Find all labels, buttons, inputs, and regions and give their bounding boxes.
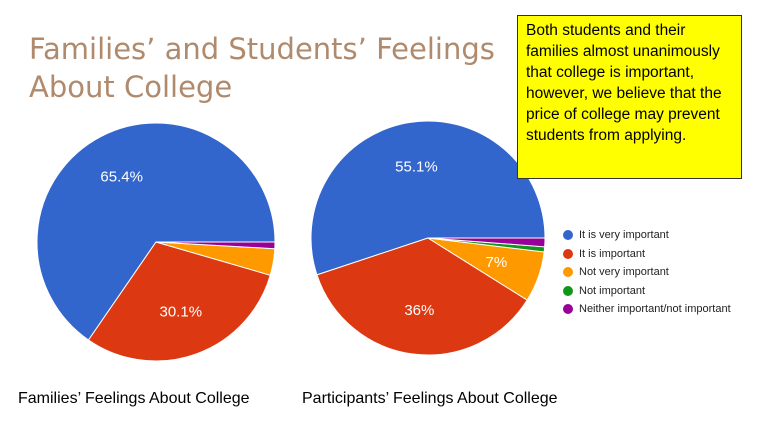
- legend-label: It is important: [579, 247, 646, 260]
- pie-slice-very-important: [36, 122, 276, 341]
- legend-item-very-important: It is very important: [563, 226, 731, 245]
- legend-label: Neither important/not important: [579, 303, 731, 316]
- pie-data-label: 7%: [486, 254, 508, 271]
- pie-data-label: 30.1%: [160, 303, 203, 320]
- legend-label: It is very important: [579, 229, 669, 242]
- legend-item-important: It is important: [563, 245, 731, 264]
- legend-item-neither: Neither important/not important: [563, 300, 731, 319]
- legend-item-not-very-important: Not very important: [563, 263, 731, 282]
- legend-item-not-important: Not important: [563, 282, 731, 301]
- legend-label: Not very important: [579, 266, 669, 279]
- pie-data-label: 55.1%: [395, 158, 438, 175]
- pie-slice-neither: [155, 241, 276, 250]
- slide-title: Families’ and Students’ Feelings About C…: [29, 32, 495, 104]
- legend-swatch: [563, 304, 573, 315]
- pie-slice-important: [87, 241, 271, 362]
- legend-swatch: [563, 267, 573, 278]
- note-callout: Both students and their families almost …: [517, 15, 742, 179]
- pie-slice-neither: [427, 237, 546, 248]
- families-chart-caption: Families’ Feelings About College: [18, 390, 250, 407]
- legend-swatch: [563, 248, 573, 259]
- participants-chart-caption: Participants’ Feelings About College: [302, 390, 558, 407]
- pie-data-label: 65.4%: [100, 169, 143, 186]
- participants-pie-chart: 55.1% 36% 7%: [310, 120, 546, 356]
- families-pie-chart: 65.4% 30.1%: [36, 122, 276, 362]
- legend-swatch: [563, 230, 573, 241]
- legend-label: Not important: [579, 284, 646, 297]
- pie-data-label: 36%: [404, 302, 434, 319]
- legend-swatch: [563, 285, 573, 296]
- pie-slice-very-important: [310, 120, 546, 276]
- chart-legend: It is very important It is important Not…: [563, 226, 731, 319]
